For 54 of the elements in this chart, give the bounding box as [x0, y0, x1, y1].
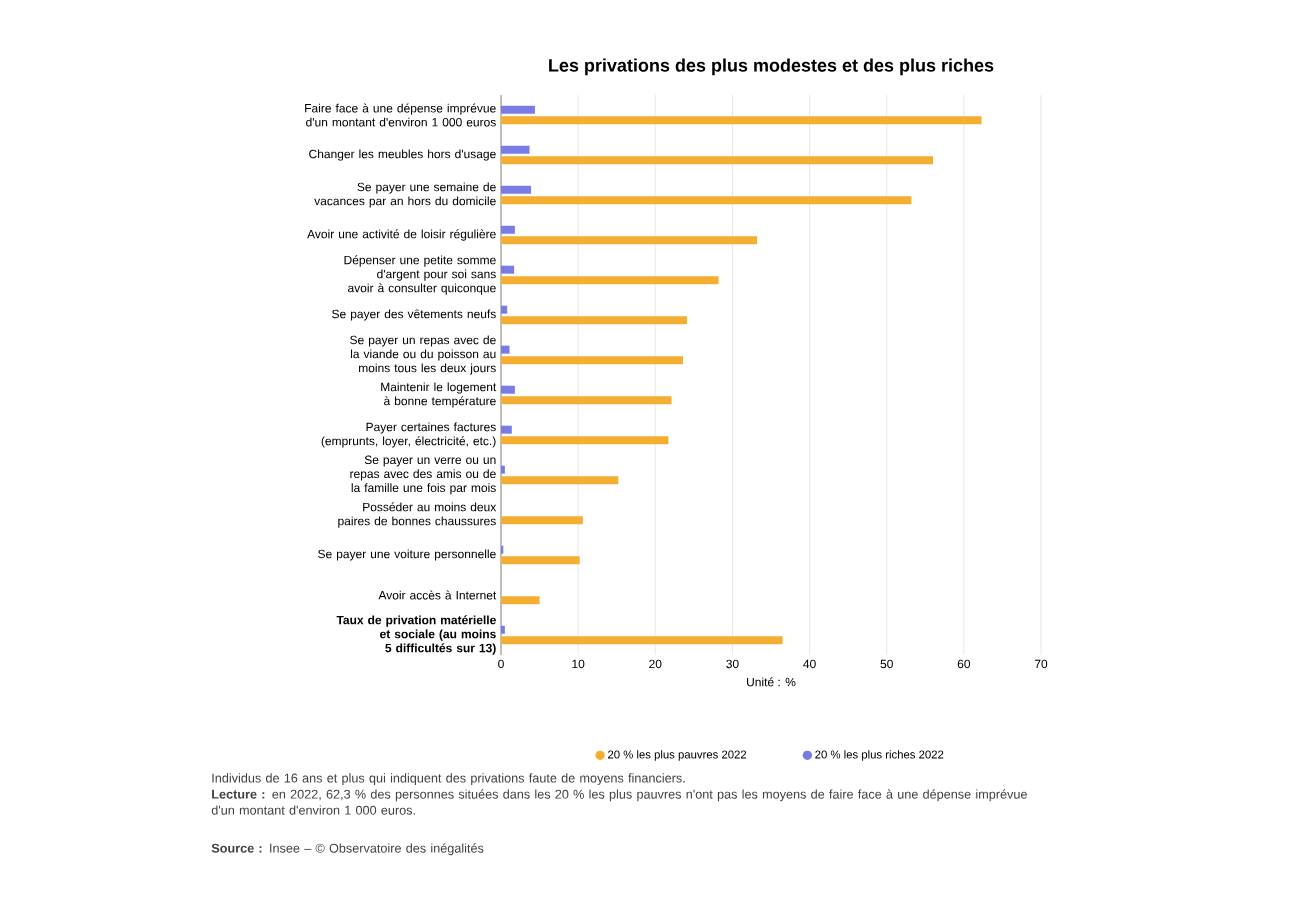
- x-tick-label: 30: [726, 659, 739, 669]
- y-tick-label: Maintenir le logement à bonne température: [381, 382, 497, 408]
- x-axis-title: Unité : %: [747, 677, 796, 687]
- bar: [501, 105, 535, 114]
- y-tick-label: Se payer un verre ou un repas avec des amis ou de la famille une fois par mois: [350, 455, 496, 495]
- legend-label: 20 % les plus riches 2022: [815, 750, 944, 761]
- bar: [501, 236, 758, 245]
- y-tick-label: Faire face à une dépense imprévue d'un montant d'environ 1 000 euros: [305, 103, 496, 127]
- bar: [501, 556, 580, 565]
- legend-label: 20 % les plus pauvres 2022: [608, 750, 747, 761]
- bar: [501, 196, 912, 205]
- bar: [501, 636, 783, 645]
- y-tick-label: Se payer une voiture personnelle: [318, 549, 496, 561]
- bar: [501, 596, 540, 605]
- bar: [501, 625, 505, 634]
- text: Lecture : en 2022, 62,3 % des personnes situées dans les 20 % les plus pauvres n'ont pas les moyens de faire face à une dépense imprévue d'un montant d'environ 1 000 euros.: [211, 789, 1027, 815]
- bar: [501, 276, 719, 285]
- bar: [501, 156, 933, 165]
- y-tick-label: Se payer des vêtements neufs: [332, 309, 496, 321]
- y-tick-label: Se payer une semaine de vacances par an hors du domicile: [314, 182, 496, 208]
- y-tick-label: Posséder au moins deux paires de bonnes chaussures: [338, 502, 497, 528]
- bar: [501, 356, 684, 365]
- bar: [501, 225, 515, 234]
- x-tick-label: 50: [880, 659, 893, 669]
- bar: [501, 316, 687, 325]
- bar: [501, 116, 982, 125]
- bar: [501, 396, 672, 405]
- bar: [501, 305, 508, 314]
- bar: [501, 185, 532, 194]
- bar: [501, 465, 505, 474]
- y-tick-label: Taux de privation matérielle et sociale (au moins 5 difficultés sur 13): [336, 615, 496, 655]
- bar: [501, 265, 515, 274]
- y-tick-label: Se payer un repas avec de la viande ou du poisson au moins tous les deux jours: [350, 335, 496, 375]
- y-tick-label: Avoir accès à Internet: [378, 590, 497, 600]
- x-tick-label: 10: [572, 659, 585, 669]
- text: Source : Insee – © Observatoire des inégalités: [211, 843, 484, 856]
- bar: [501, 476, 619, 485]
- x-tick-label: 40: [803, 659, 816, 669]
- text: Individus de 16 ans et plus qui indiquent des privations faute de moyens financiers.: [212, 773, 685, 786]
- bar: [501, 145, 530, 154]
- bar: [501, 516, 583, 525]
- y-tick-label: Changer les meubles hors d'usage: [309, 149, 496, 161]
- bar: [501, 385, 515, 394]
- y-tick-label: Dépenser une petite somme d'argent pour soi sans avoir à consulter quiconque: [344, 255, 496, 295]
- bar: [501, 425, 512, 434]
- x-tick-label: 70: [1034, 659, 1048, 669]
- chart-title: Les privations des plus modestes et des plus riches: [549, 58, 994, 76]
- bar: [501, 436, 669, 445]
- x-tick-label: 60: [957, 659, 971, 669]
- x-tick-label: 20: [649, 659, 662, 669]
- x-tick-label: 0: [498, 659, 504, 669]
- bar: [501, 345, 510, 354]
- y-tick-label: Payer certaines factures (emprunts, loyer, électricité, etc.): [321, 422, 496, 448]
- y-tick-label: Avoir une activité de loisir régulière: [307, 229, 496, 241]
